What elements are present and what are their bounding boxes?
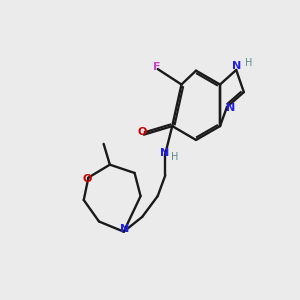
Text: H: H <box>245 58 253 68</box>
Text: N: N <box>160 148 169 158</box>
Text: O: O <box>138 127 147 137</box>
Text: O: O <box>82 174 92 184</box>
Text: N: N <box>120 224 130 234</box>
Text: H: H <box>171 152 179 162</box>
Text: N: N <box>232 61 241 71</box>
Text: F: F <box>153 62 160 72</box>
Text: N: N <box>226 103 235 113</box>
